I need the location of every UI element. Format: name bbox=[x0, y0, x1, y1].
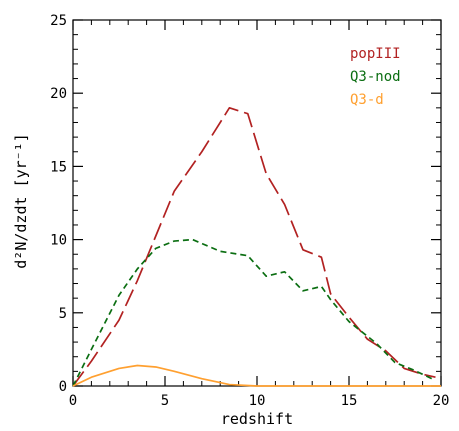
y-tick-label: 15 bbox=[50, 159, 67, 175]
series-line-q3-d bbox=[72, 364, 441, 387]
legend: popIII Q3-nod Q3-d bbox=[350, 46, 401, 108]
x-tick-label: 15 bbox=[341, 393, 358, 409]
x-tick-label: 5 bbox=[161, 393, 169, 409]
x-tick-label: 10 bbox=[249, 393, 266, 409]
y-tick-label: 5 bbox=[59, 306, 67, 322]
x-axis-label: redshift bbox=[221, 410, 293, 428]
legend-entry-q3-d: Q3-d bbox=[350, 92, 384, 108]
y-tick-label: 25 bbox=[50, 13, 67, 29]
y-tick-label: 0 bbox=[59, 379, 67, 395]
minor-ticks bbox=[73, 20, 441, 386]
series-lines bbox=[72, 106, 441, 387]
series-line-popiii bbox=[72, 106, 436, 387]
y-axis-label: d²N/dzdt [yr⁻¹] bbox=[12, 133, 30, 268]
y-tick-label: 20 bbox=[50, 86, 67, 102]
y-tick-label: 10 bbox=[50, 233, 67, 249]
legend-entry-popiii: popIII bbox=[350, 46, 401, 62]
legend-entry-q3-nod: Q3-nod bbox=[350, 69, 401, 85]
tick-labels: 0 5 10 15 20 0 5 10 15 20 25 bbox=[50, 13, 449, 409]
x-tick-label: 0 bbox=[69, 393, 77, 409]
x-tick-label: 20 bbox=[433, 393, 450, 409]
series-line-q3-nod bbox=[72, 238, 433, 387]
